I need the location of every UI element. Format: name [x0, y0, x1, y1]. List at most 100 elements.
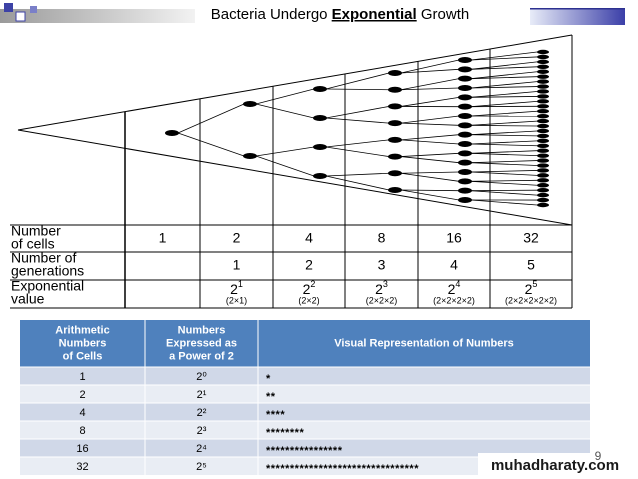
branch [400, 134, 460, 141]
branch [470, 140, 538, 145]
cell-dot [458, 150, 472, 157]
branch [470, 190, 538, 196]
cell-dot [537, 153, 549, 158]
branch [400, 96, 460, 107]
exponent: 1 [238, 279, 243, 289]
cell-dot [537, 158, 549, 163]
branch [470, 199, 538, 206]
branch [400, 78, 460, 91]
branch [325, 88, 390, 91]
row-label: Number [11, 223, 61, 239]
cell-dot [388, 170, 402, 177]
table-cell: 2¹ [197, 389, 207, 401]
cell-dot [165, 130, 179, 136]
row-label: generations [11, 263, 84, 279]
header-cell: a Power of 2 [169, 350, 234, 362]
cell-dot [537, 123, 549, 129]
table-cell: 1 [79, 371, 85, 383]
branch [400, 171, 460, 174]
exponential-value: 21 [230, 279, 243, 296]
row-bg [20, 439, 590, 457]
row-bg [20, 385, 590, 403]
header-cell: Visual Representation of Numbers [334, 337, 514, 349]
cell-dot [537, 113, 549, 119]
row-label: Exponential [11, 278, 84, 294]
stars-cell: ** [266, 391, 276, 403]
branch [470, 71, 538, 80]
row-label: Number of [11, 250, 76, 266]
table-cell: 16 [76, 443, 88, 455]
watermark-bg [478, 453, 638, 479]
branch [470, 110, 538, 117]
branch [470, 91, 538, 98]
row-label: value [11, 291, 45, 307]
cell-dot [458, 66, 472, 73]
branch [470, 81, 538, 89]
table-cell: 2 [79, 389, 85, 401]
cell-dot [537, 148, 549, 153]
branch [400, 87, 460, 91]
branch [470, 143, 538, 147]
expansion: (2×2×2×2) [433, 295, 475, 305]
row-bg [20, 421, 590, 439]
branch [325, 117, 390, 124]
stars-cell: **** [266, 409, 285, 421]
title-text: Growth [421, 6, 469, 23]
header-cell: of Cells [63, 350, 103, 362]
cell-dot [458, 113, 472, 119]
cell-dot [537, 59, 549, 65]
branch [470, 120, 538, 126]
header-bg [20, 320, 590, 367]
branch [470, 66, 538, 70]
cell-dot [388, 153, 402, 160]
branch [177, 103, 245, 134]
header-cell: Numbers [178, 324, 226, 336]
branch [470, 100, 538, 108]
branch [470, 130, 538, 136]
cell-dot [537, 187, 549, 193]
branch [255, 88, 315, 105]
table-cell: 2² [197, 407, 207, 419]
cell-dot [537, 197, 549, 203]
branch [470, 51, 538, 61]
branch [400, 59, 460, 74]
generation: 3 [378, 257, 386, 273]
branch [177, 132, 245, 157]
branch [400, 122, 460, 126]
cell-dot [537, 79, 549, 84]
branch [325, 72, 390, 90]
stars-cell: ******************************** [266, 463, 419, 475]
branch [470, 134, 538, 137]
table-cell: 2⁴ [196, 443, 207, 455]
cell-dot [537, 138, 549, 144]
cell-dot [313, 144, 327, 150]
table-cell: 2⁵ [196, 461, 207, 473]
cell-dot [537, 168, 549, 173]
cell-dot [537, 94, 549, 99]
row-bg [20, 457, 590, 475]
cell-dot [537, 192, 549, 198]
cell-dot [537, 163, 549, 168]
cell-dot [388, 136, 402, 143]
cell-dot [537, 202, 549, 208]
cell-dot [537, 74, 549, 79]
cell-dot [537, 54, 549, 60]
exponent: 2 [310, 279, 315, 289]
branch [325, 146, 390, 157]
cell-dot [313, 173, 327, 179]
cell-dot [313, 115, 327, 121]
stars-cell: ******** [266, 427, 304, 439]
generation: 1 [233, 257, 241, 273]
cell-dot [458, 178, 472, 185]
cell-dot [458, 197, 472, 203]
cell-dot [537, 49, 549, 55]
branch [400, 152, 460, 157]
cell-dot [537, 133, 549, 139]
branch [470, 162, 538, 166]
cell-dot [537, 64, 549, 70]
branch [470, 170, 538, 173]
branch [470, 152, 538, 157]
cell-dot [388, 187, 402, 193]
